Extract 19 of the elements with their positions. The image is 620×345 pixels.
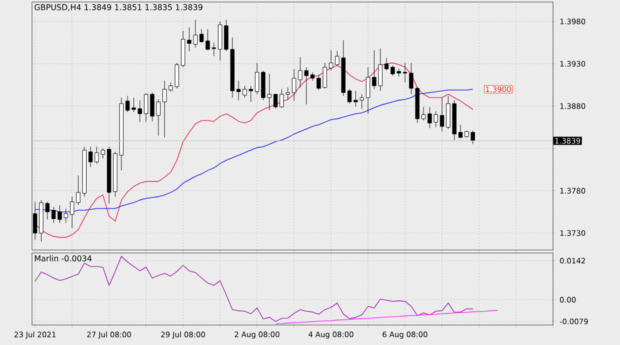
candlestick <box>440 97 444 132</box>
line-series <box>275 310 498 324</box>
candlestick <box>292 68 296 102</box>
candlestick <box>254 62 260 95</box>
candlestick <box>144 93 148 122</box>
candlestick <box>199 28 204 43</box>
candlestick <box>347 88 352 104</box>
candlestick <box>310 72 315 81</box>
candlestick <box>402 62 408 83</box>
candlestick <box>125 96 130 112</box>
candlestick <box>366 66 370 114</box>
candlestick <box>328 50 334 71</box>
candlestick <box>458 124 463 139</box>
candlestick <box>421 106 426 121</box>
candlestick <box>162 80 167 138</box>
line-series <box>34 256 474 322</box>
candlestick <box>236 80 241 100</box>
candlestick <box>273 94 278 109</box>
candlestick <box>384 58 389 71</box>
